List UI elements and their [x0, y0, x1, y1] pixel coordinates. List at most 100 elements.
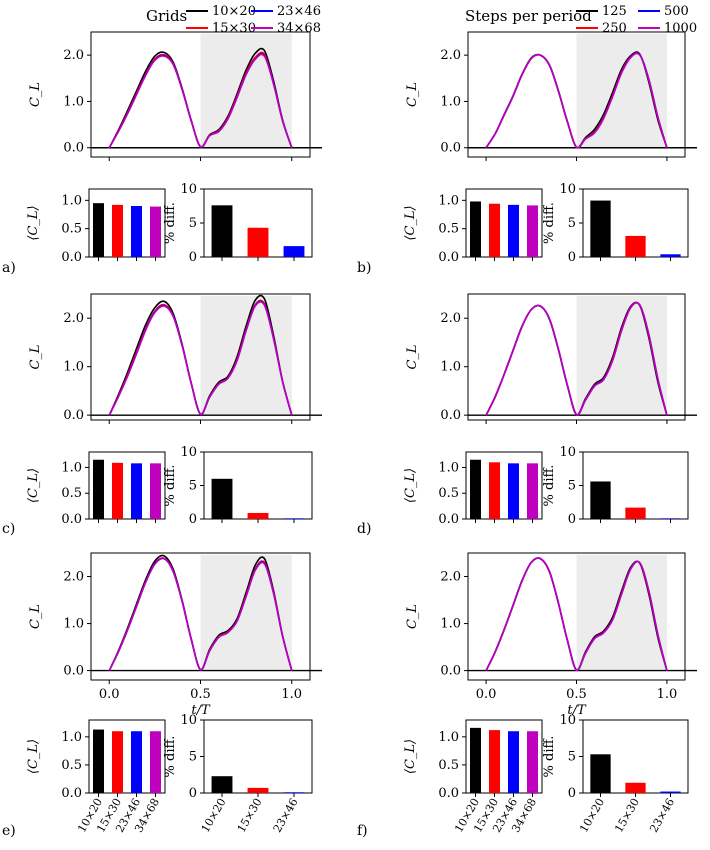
y-tick-label: 1.0	[61, 460, 82, 475]
bars_pct-category-label: 15×30	[612, 796, 642, 835]
bars_mean-axis-label-text: ⟨C_L⟩	[26, 739, 41, 774]
bars_mean-bar-2	[130, 206, 143, 257]
y-tick-label: 2.0	[63, 311, 84, 326]
bars_pct-bar-2	[283, 518, 305, 519]
header-grids: Grids	[146, 7, 187, 25]
bars_mean-bar-0	[92, 203, 105, 257]
bars_mean-bar-1	[111, 204, 124, 257]
bars_mean-axis-label: ⟨C_L⟩	[403, 739, 418, 774]
mean-bar-chart: 0.0 0.5 1.0 ⟨C_L⟩	[403, 451, 543, 527]
y-tick-label: 0.5	[61, 758, 82, 773]
bars_pct-bar-0	[590, 754, 611, 793]
bars_mean-bar-1	[111, 731, 124, 793]
series-line-3	[108, 301, 293, 416]
y-tick-label: 2.0	[63, 48, 84, 63]
y-tick-label: 0.0	[61, 250, 82, 265]
bars_mean-bar-0	[469, 727, 482, 793]
bars_pct-axis-label-text: % diff.	[163, 202, 178, 244]
bars_pct-axis-label-text: % diff.	[542, 465, 557, 507]
y-tick-label: 0.0	[440, 141, 461, 156]
bars_pct-category-label: 10×20	[199, 796, 229, 835]
bars_mean-bar-0	[469, 459, 482, 519]
y-tick-label: 10	[559, 713, 576, 728]
bars_pct-bar-1	[625, 235, 646, 257]
bars_mean-axes-frame	[465, 451, 543, 520]
bars_mean-axes-frame	[465, 188, 543, 258]
y-tick-label: 1.0	[63, 360, 84, 375]
panel-label: d)	[357, 521, 371, 537]
pct-diff-bar-chart: 0 5 10% diff.	[163, 182, 313, 265]
legend-label-0: 10×20	[212, 4, 256, 19]
bars_pct-bar-2	[283, 792, 305, 793]
bars_mean-axis-label: ⟨C_L⟩	[26, 205, 41, 240]
bars_mean-axes-frame	[88, 451, 166, 520]
bars_mean-bar-0	[92, 729, 105, 793]
bars_pct-category-label: 23×46	[271, 796, 301, 835]
y-tick-label: 0	[568, 786, 576, 801]
y-tick-label: 1.0	[440, 617, 461, 632]
bars_mean-bar-2	[130, 731, 143, 793]
bars_mean-bar-3	[149, 206, 162, 257]
bars_pct-category-label: 10×20	[577, 796, 607, 835]
bars_pct-axis-label-text: % diff.	[542, 202, 557, 244]
legend-label-0: 125	[602, 4, 627, 19]
bars_pct-bar-1	[625, 507, 646, 519]
y-tick-label: 5	[189, 216, 197, 231]
x-tick-label: 0.5	[566, 687, 587, 702]
y-tick-label: 2.0	[63, 570, 84, 585]
bars_mean-bar-1	[111, 462, 124, 519]
bars_mean-bar-1	[488, 462, 501, 519]
y-tick-label: 0.0	[63, 408, 84, 423]
bars_pct-bar-0	[211, 776, 233, 793]
bars_pct-bar-0	[211, 205, 233, 257]
y-tick-label: 10	[180, 182, 197, 197]
series-line-3	[485, 557, 668, 671]
cl-axis-label-text: C_L	[28, 82, 43, 107]
bars_pct-bar-1	[247, 787, 269, 793]
bars_mean-axes-frame	[88, 719, 166, 794]
bars_pct-category-label: 15×30	[235, 796, 265, 835]
panel-d: 0.0 1.0 2.0 C_L 0.0 0.5 1.0 ⟨C_L⟩ 0 5 10% diff. d)	[357, 293, 697, 537]
pct-diff-bar-chart: 10×20 15×30 23×46 0 5 10% diff.	[542, 713, 689, 835]
panel-e: 0.01.02.00.0 0.5 1.0t/TC_L10×2015×3023×463…	[2, 552, 322, 839]
cl-axis-label: C_L	[28, 604, 43, 629]
y-tick-label: 5	[189, 750, 197, 765]
bars_mean-axis-label: ⟨C_L⟩	[26, 468, 41, 503]
pct-diff-bar-chart: 0 5 10% diff.	[163, 445, 313, 527]
panel-b: 0.0 1.0 2.0 C_L 0.0 0.5 1.0 ⟨C_L⟩ 0 5 10% diff. b)	[357, 31, 697, 276]
bars_pct-axis-label-text: % diff.	[542, 736, 557, 778]
y-tick-label: 5	[568, 750, 576, 765]
y-tick-label: 0.0	[61, 786, 82, 801]
y-tick-label: 5	[568, 479, 576, 494]
bars_pct-axis-label: % diff.	[542, 465, 557, 507]
bars_mean-axis-label-text: ⟨C_L⟩	[26, 205, 41, 240]
y-tick-label: 0.5	[438, 758, 459, 773]
bars_mean-axes-frame	[88, 188, 166, 258]
shaded-region	[576, 554, 667, 671]
mean-bar-chart: 0.0 0.5 1.0 ⟨C_L⟩	[403, 188, 543, 265]
y-tick-label: 0	[189, 786, 197, 801]
y-tick-label: 0.0	[61, 512, 82, 527]
bars_mean-axis-label-text: ⟨C_L⟩	[403, 468, 418, 503]
pct-diff-bar-chart: 0 5 10% diff.	[542, 445, 689, 527]
bars_pct-bar-1	[625, 782, 646, 793]
mean-bar-chart: 0.0 0.5 1.0 ⟨C_L⟩	[26, 188, 166, 265]
y-tick-label: 0.5	[61, 222, 82, 237]
y-tick-label: 2.0	[440, 570, 461, 585]
x-tick-label: 1.0	[657, 687, 678, 702]
y-tick-label: 10	[559, 182, 576, 197]
y-tick-label: 0	[189, 512, 197, 527]
bars_pct-axis-label: % diff.	[163, 736, 178, 778]
x-tick-label: 0.0	[476, 687, 497, 702]
y-tick-label: 1.0	[438, 730, 459, 745]
cl-axis-label-text: C_L	[405, 82, 420, 107]
bars_mean-bar-1	[488, 203, 501, 257]
bars_pct-category-label: 23×46	[647, 796, 677, 835]
cl-line-chart: 0.0 1.0 2.0 0.0 0.5 1.0 t/T C_L	[28, 552, 322, 718]
cl-axis-label-text: C_L	[405, 344, 420, 369]
bars_mean-bar-2	[507, 731, 520, 793]
y-tick-label: 0	[568, 250, 576, 265]
